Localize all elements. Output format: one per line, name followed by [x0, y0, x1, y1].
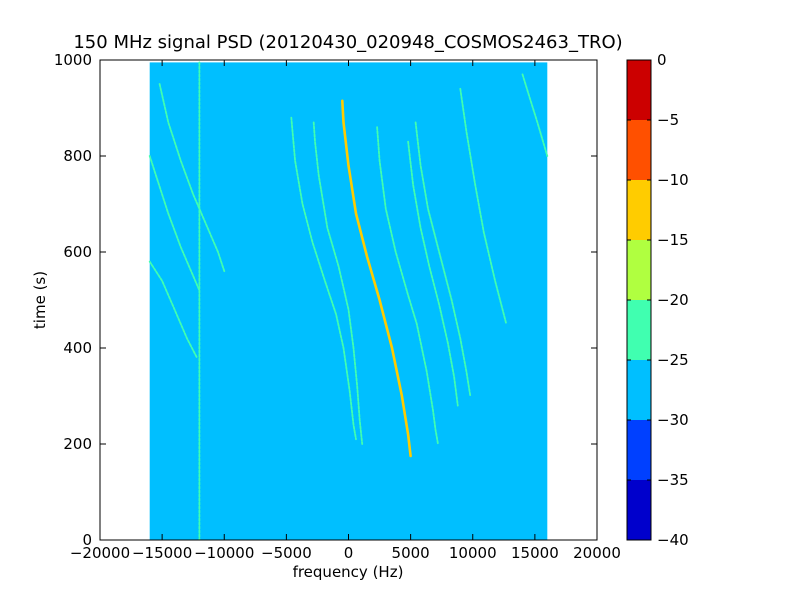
x-tick-label: 20000: [573, 544, 621, 562]
colorbar-ticks: 0 −5 −10 −15 −20 −25 −30 −35 −40: [627, 51, 689, 549]
x-tick-label: 10000: [449, 544, 497, 562]
colorbar-tick-label: −5: [657, 111, 679, 129]
chart-title: 150 MHz signal PSD (20120430_020948_COSM…: [73, 32, 622, 53]
signal-trace-5: [414, 121, 472, 397]
x-tick-label: −5000: [261, 544, 312, 562]
colorbar-tick-label: −15: [657, 231, 689, 249]
colorbar-level-4: [627, 300, 651, 360]
signal-trace-1: [341, 99, 412, 458]
y-tick-label: 200: [63, 435, 92, 453]
signal-trace-7: [407, 140, 459, 407]
y-tick-label: 0: [82, 531, 92, 549]
x-tick-label: −10000: [194, 544, 254, 562]
x-axis-label: frequency (Hz): [293, 563, 404, 581]
signal-trace-6: [459, 87, 508, 325]
colorbar-tick-label: −30: [657, 411, 689, 429]
plot-area: [99, 59, 598, 541]
x-tick-label: −15000: [132, 544, 192, 562]
y-tick-label: 400: [63, 339, 92, 357]
y-axis: 0 200 400 600 800 1000: [54, 51, 597, 549]
colorbar-level-2: [627, 420, 651, 480]
signal-trace-8: [148, 155, 201, 292]
x-tick-label: 15000: [511, 544, 559, 562]
colorbar-level-3: [627, 360, 651, 420]
signal-trace-4: [376, 126, 439, 445]
signal-trace-3: [290, 116, 357, 441]
colorbar-tick-label: 0: [657, 51, 667, 69]
signal-trace-2: [312, 121, 364, 445]
colorbar-tick-label: −40: [657, 531, 689, 549]
y-tick-label: 800: [63, 147, 92, 165]
colorbar-level-1: [627, 480, 651, 540]
colorbar-tick-label: −25: [657, 351, 689, 369]
colorbar-level-5: [627, 240, 651, 300]
x-axis: −20000 −15000 −10000 −5000 0 5000 10000 15000 20…: [70, 60, 621, 562]
colorbar-tick-label: −20: [657, 291, 689, 309]
signal-trace-9: [158, 83, 226, 273]
signal-trace-12: [521, 73, 549, 157]
colorbar-tick-label: −35: [657, 471, 689, 489]
colorbar: [627, 60, 651, 540]
colorbar-level-8: [627, 60, 651, 120]
x-tick-label: 5000: [392, 544, 430, 562]
x-tick-label: −20000: [70, 544, 130, 562]
y-tick-label: 1000: [54, 51, 92, 69]
psd-data-region: [149, 62, 548, 541]
x-tick-label: 0: [344, 544, 354, 562]
colorbar-level-6: [627, 180, 651, 240]
signal-trace-10: [148, 260, 198, 359]
colorbar-level-7: [627, 120, 651, 180]
colorbar-frame: [626, 59, 652, 541]
y-axis-label: time (s): [31, 271, 49, 329]
colorbar-tick-label: −10: [657, 171, 689, 189]
y-tick-label: 600: [63, 243, 92, 261]
